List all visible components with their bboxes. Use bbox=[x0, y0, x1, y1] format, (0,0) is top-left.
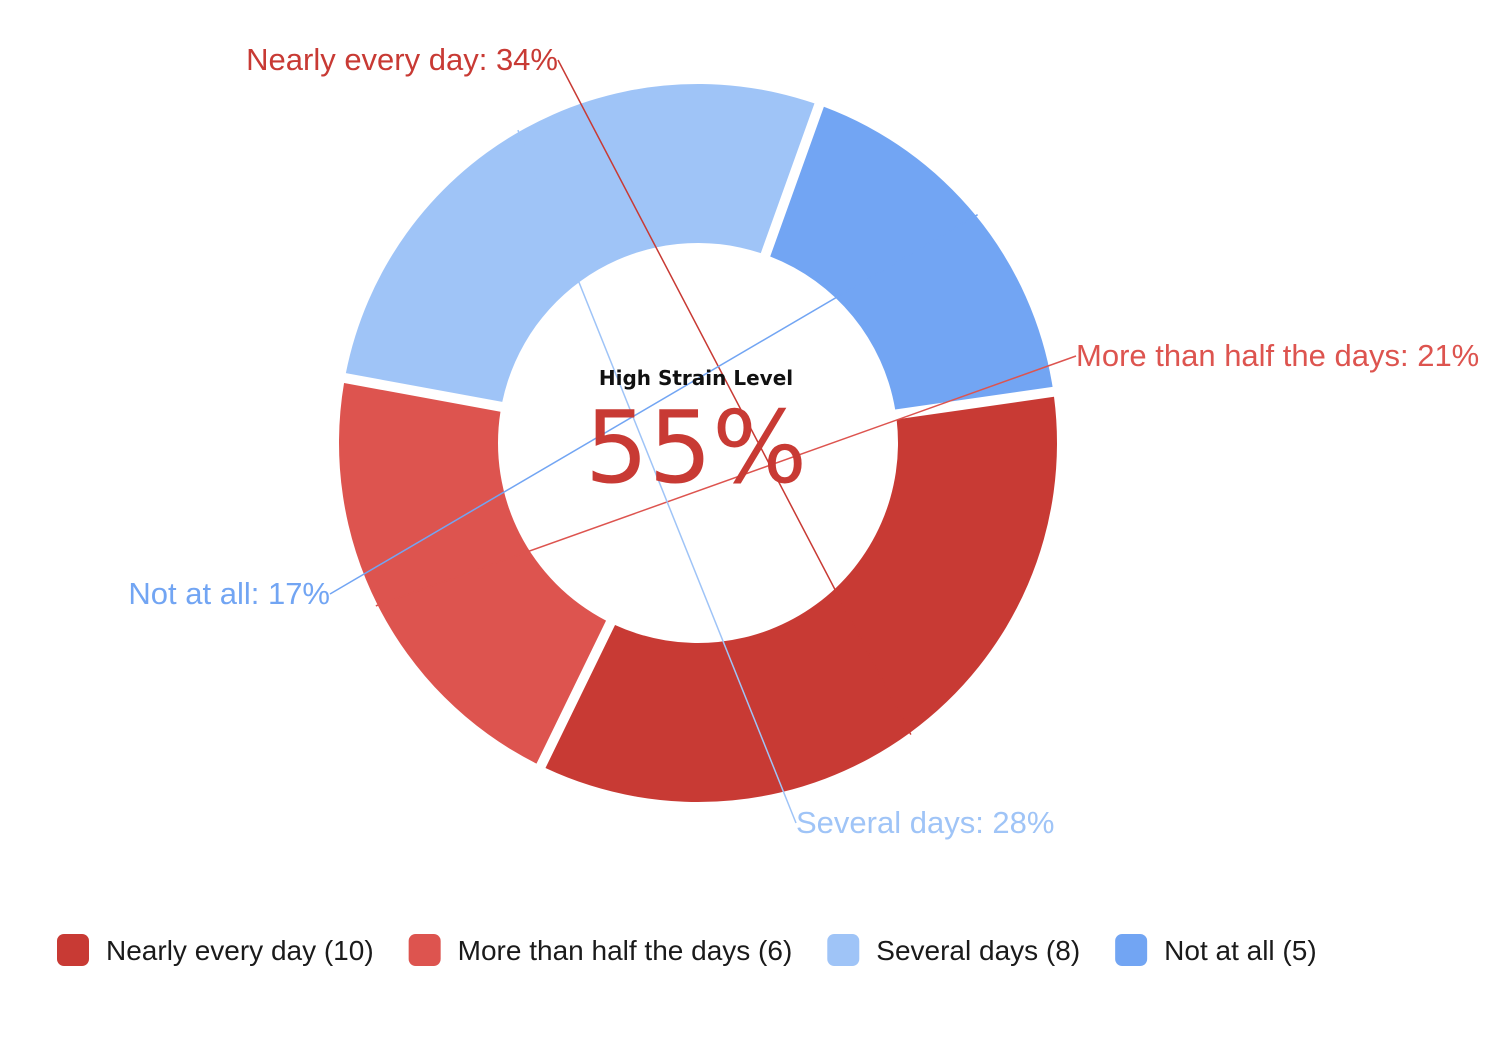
leader-line-not-at-all bbox=[329, 214, 978, 595]
slice-more-than-half-the-days[interactable] bbox=[339, 382, 607, 764]
legend-item-nearly-every-day[interactable]: Nearly every day (10) bbox=[57, 934, 374, 966]
legend-swatch-more-than-half-the-days bbox=[408, 934, 441, 966]
slice-label-more-than-half-the-days: More than half the days: 21% bbox=[1076, 338, 1479, 373]
donut-slices bbox=[339, 83, 1057, 803]
legend: Nearly every day (10) More than half the … bbox=[57, 934, 1317, 966]
center-value: 55% bbox=[585, 389, 807, 506]
legend-item-several-days[interactable]: Several days (8) bbox=[827, 934, 1080, 966]
legend-item-more-than-half-the-days[interactable]: More than half the days (6) bbox=[408, 934, 793, 966]
slice-labels: Nearly every day: 34% More than half the … bbox=[128, 42, 1479, 840]
legend-swatch-several-days bbox=[827, 934, 860, 966]
slice-not-at-all[interactable] bbox=[770, 106, 1053, 410]
slice-label-not-at-all: Not at all: 17% bbox=[128, 576, 330, 611]
legend-swatch-nearly-every-day bbox=[57, 934, 89, 966]
legend-label-not-at-all: Not at all (5) bbox=[1164, 935, 1317, 966]
slice-label-nearly-every-day: Nearly every day: 34% bbox=[246, 42, 558, 77]
legend-label-several-days: Several days (8) bbox=[876, 935, 1080, 966]
slice-several-days[interactable] bbox=[345, 83, 815, 402]
leader-line-several-days bbox=[517, 129, 797, 824]
leader-line-more-than-half-the-days bbox=[375, 355, 1077, 607]
legend-item-not-at-all[interactable]: Not at all (5) bbox=[1115, 934, 1317, 966]
legend-label-nearly-every-day: Nearly every day (10) bbox=[106, 935, 374, 966]
label-leader-lines bbox=[329, 59, 1077, 824]
legend-label-more-than-half-the-days: More than half the days (6) bbox=[458, 935, 793, 966]
slice-label-several-days: Several days: 28% bbox=[796, 805, 1054, 840]
center-title: High Strain Level bbox=[599, 366, 793, 390]
slice-nearly-every-day[interactable] bbox=[545, 396, 1057, 803]
leader-line-nearly-every-day bbox=[557, 59, 912, 735]
legend-swatch-not-at-all bbox=[1115, 934, 1148, 966]
